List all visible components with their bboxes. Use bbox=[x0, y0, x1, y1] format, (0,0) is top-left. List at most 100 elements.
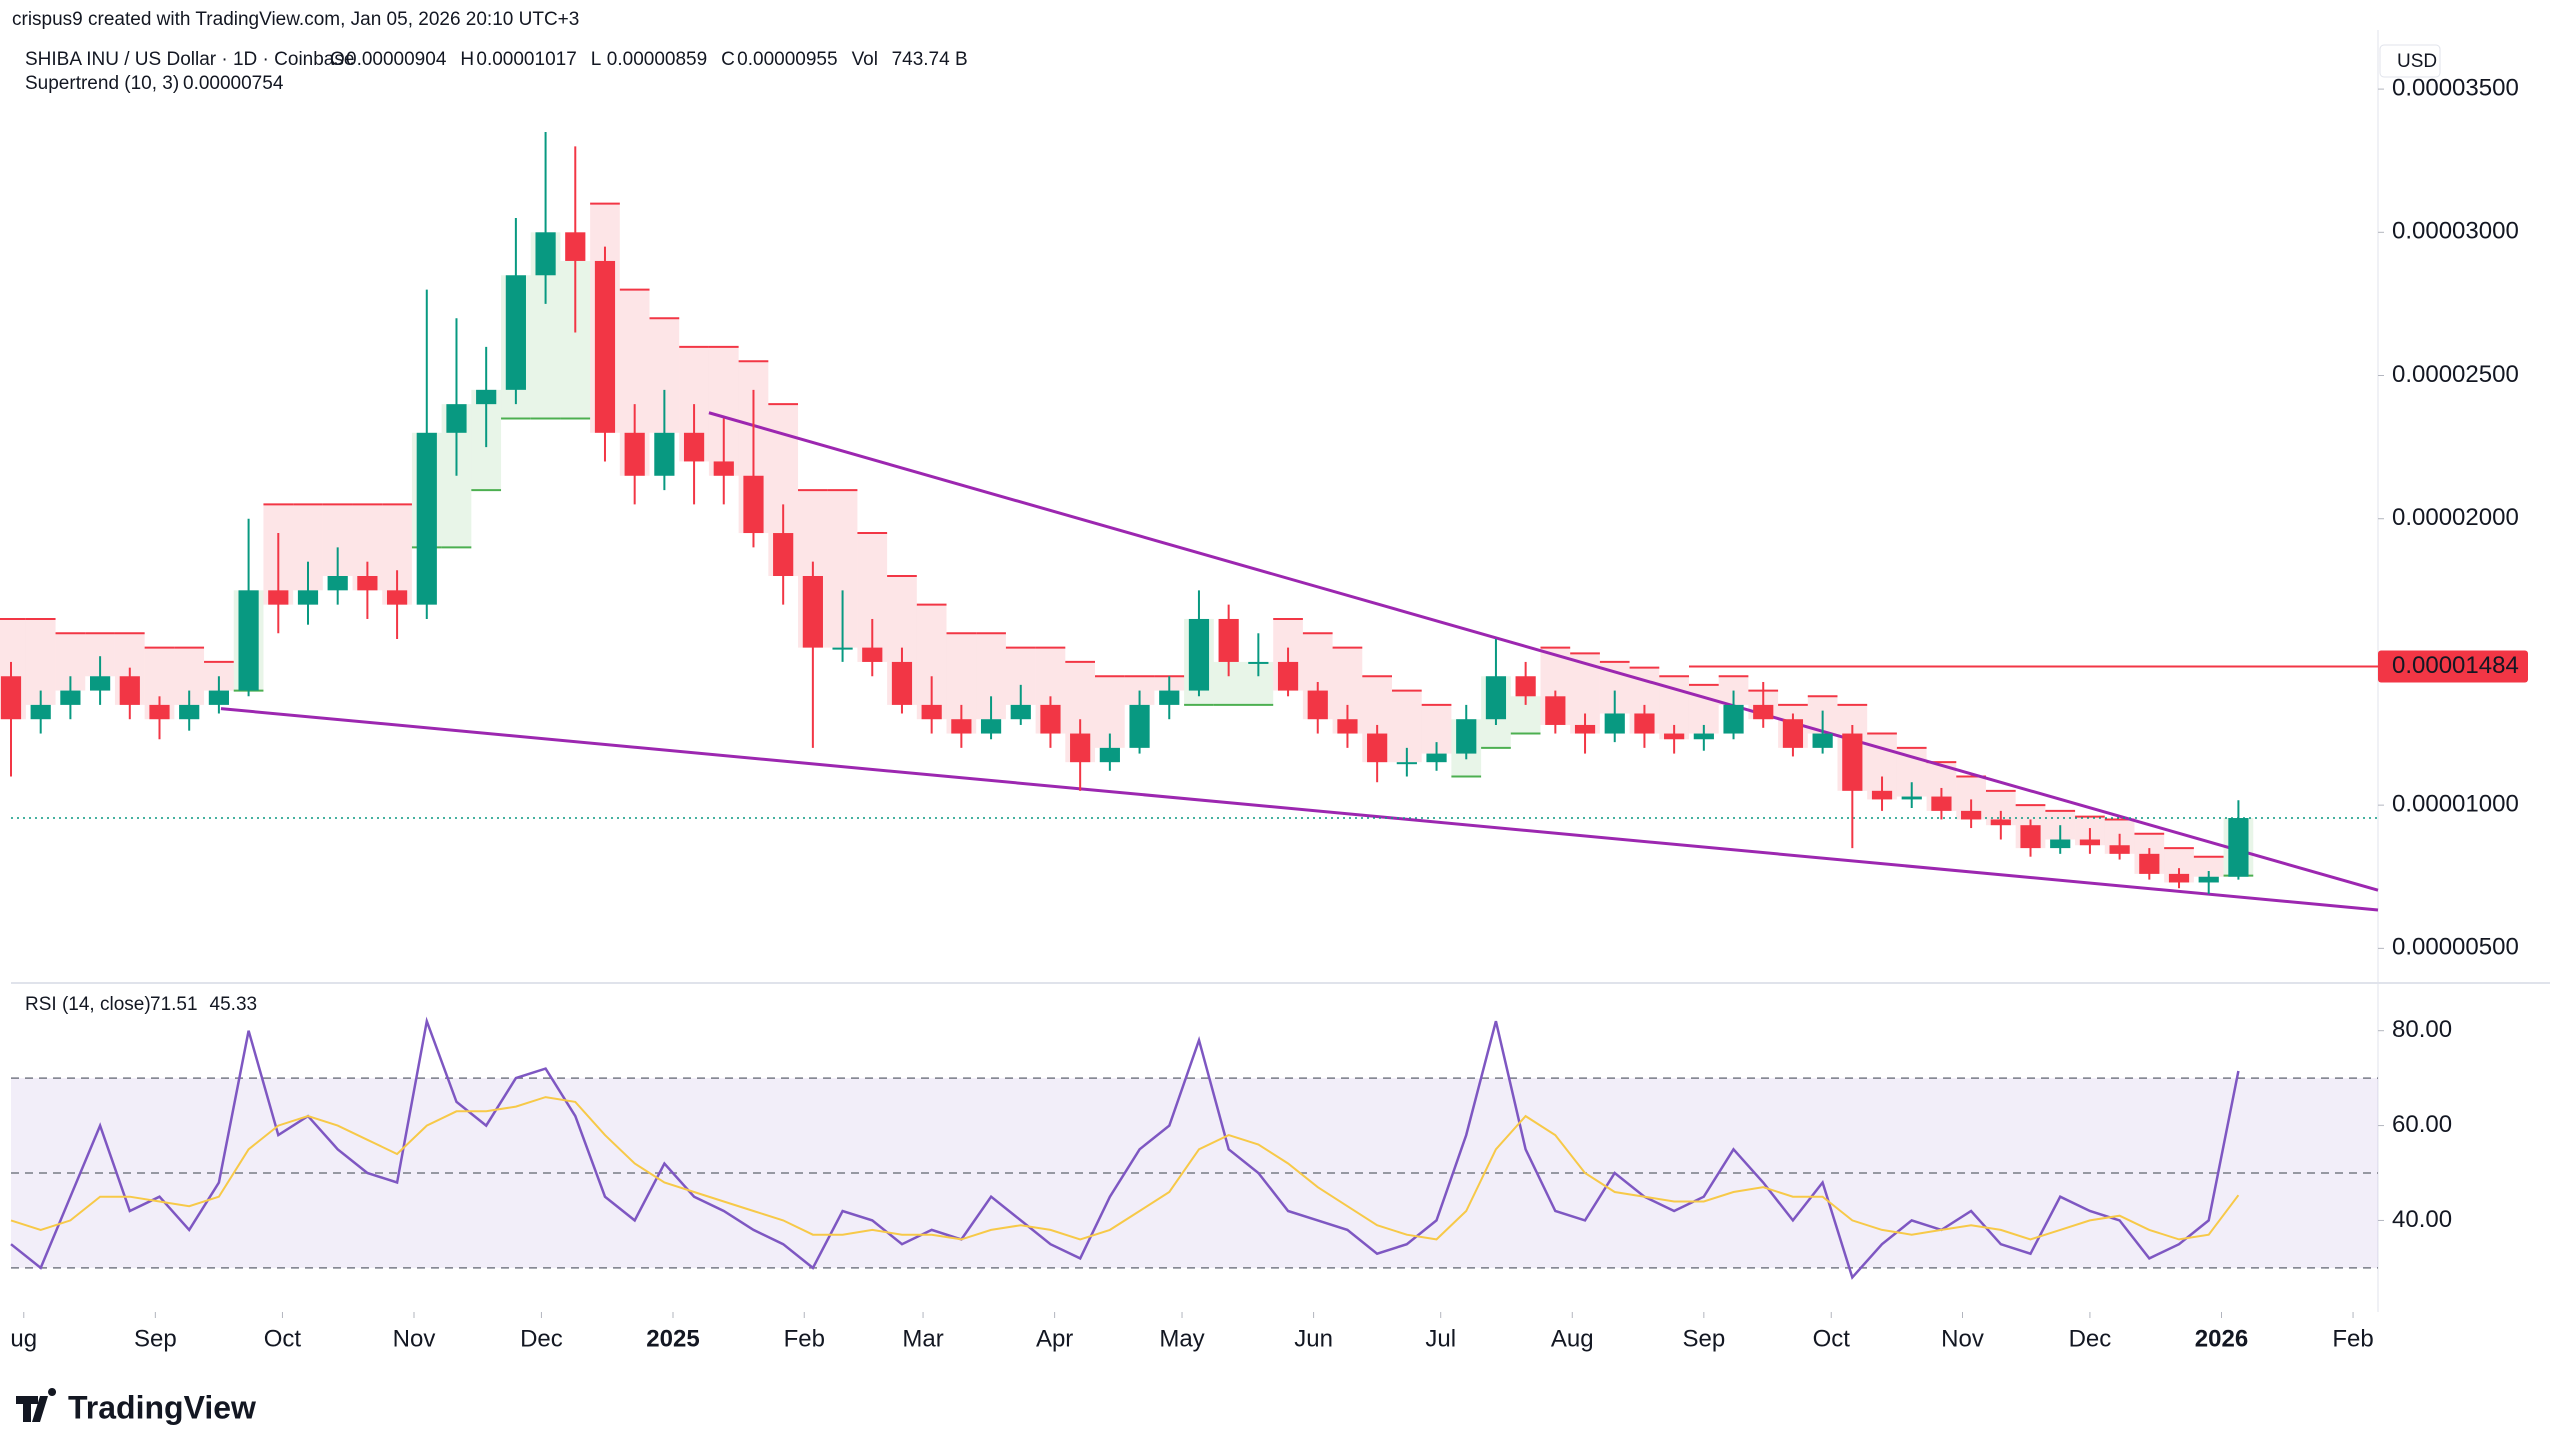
ohlc-value: 0.00000904 bbox=[346, 49, 447, 70]
candle-body bbox=[297, 590, 319, 605]
supertrend-fill bbox=[2193, 856, 2224, 877]
candle-body bbox=[2109, 845, 2130, 854]
candle-body bbox=[1159, 690, 1180, 705]
ohlc-key: H bbox=[460, 49, 474, 70]
candle-body bbox=[862, 647, 883, 662]
candle-body bbox=[1901, 796, 1922, 800]
candle-body bbox=[0, 676, 22, 720]
candle-body bbox=[268, 590, 289, 605]
candle-body bbox=[1396, 762, 1417, 765]
candle-body bbox=[1664, 733, 1685, 740]
candle-body bbox=[2079, 839, 2101, 846]
candle-body bbox=[1842, 733, 1863, 791]
currency: USD bbox=[2397, 51, 2437, 72]
candle-body bbox=[476, 389, 497, 405]
candle-body bbox=[1693, 733, 1714, 740]
x-tick-label: Feb bbox=[2332, 1325, 2373, 1352]
x-tick-label: Jul bbox=[1425, 1325, 1456, 1352]
level-label-box bbox=[2378, 650, 2528, 683]
x-tick-label: Apr bbox=[1036, 1325, 1073, 1352]
candle-body bbox=[1456, 719, 1477, 754]
candle-body bbox=[1307, 690, 1328, 720]
x-tick-label: Sep bbox=[134, 1325, 177, 1352]
candle-body bbox=[1426, 753, 1447, 763]
candle-body bbox=[1871, 790, 1893, 800]
candle-body bbox=[1337, 719, 1358, 734]
candle-body bbox=[1723, 704, 1744, 734]
candle-body bbox=[1604, 713, 1625, 734]
trendline bbox=[220, 707, 2379, 912]
candle-body bbox=[505, 275, 526, 390]
candle-body bbox=[2198, 876, 2219, 883]
candle-body bbox=[1812, 733, 1833, 748]
rsi-tick-label: 80.00 bbox=[2392, 1016, 2452, 1043]
supertrend-name: Supertrend (10, 3) bbox=[25, 73, 179, 94]
ohlc-value: 0.00000859 bbox=[607, 49, 707, 70]
candle-body bbox=[683, 432, 705, 462]
rsi-value: 71.51 bbox=[150, 994, 198, 1015]
candle-body bbox=[1990, 819, 2011, 826]
candle-body bbox=[1545, 696, 1566, 725]
candle-body bbox=[2139, 853, 2160, 874]
ohlc-key: O bbox=[330, 49, 345, 70]
y-tick-label: 0.00002500 bbox=[2392, 361, 2519, 388]
candle-body bbox=[2228, 818, 2249, 877]
ohlc-key: C bbox=[721, 49, 735, 70]
ohlc-value: 0.00001017 bbox=[476, 49, 576, 70]
y-tick-label: 0.00003500 bbox=[2392, 74, 2519, 101]
candle-body bbox=[535, 232, 556, 276]
candle-body bbox=[60, 690, 81, 705]
rsi-value: 45.33 bbox=[210, 994, 258, 1015]
y-tick-label: 0.00000500 bbox=[2392, 934, 2519, 961]
candle-body bbox=[1367, 733, 1388, 763]
rsi-line bbox=[10, 1016, 2240, 1280]
y-tick-label: 0.00003000 bbox=[2392, 218, 2519, 245]
candle-body bbox=[386, 590, 408, 605]
candle-body bbox=[2050, 839, 2071, 849]
x-tick-label: Dec bbox=[2069, 1325, 2112, 1352]
x-tick-label: Oct bbox=[264, 1325, 302, 1352]
candle-body bbox=[713, 461, 734, 476]
symbol-title: SHIBA INU / US Dollar · 1D · Coinbase bbox=[25, 49, 354, 70]
currency-box bbox=[2379, 44, 2441, 78]
candle-body bbox=[1574, 724, 1596, 734]
candle-body bbox=[624, 432, 645, 476]
candle-body bbox=[1099, 747, 1120, 763]
candle-body bbox=[446, 404, 467, 433]
rsi-name: RSI (14, close) bbox=[25, 994, 151, 1015]
x-tick-label: ug bbox=[10, 1325, 37, 1352]
candle-body bbox=[1010, 704, 1031, 720]
volume-key: Vol bbox=[852, 49, 878, 70]
candle-body bbox=[743, 475, 764, 534]
candle-body bbox=[1040, 704, 1061, 734]
candle-body bbox=[802, 576, 823, 648]
candle-body bbox=[179, 704, 200, 720]
candle-body bbox=[1515, 676, 1536, 697]
candle-body bbox=[980, 719, 1002, 734]
candle-body bbox=[1753, 704, 1774, 720]
candle-body bbox=[119, 676, 140, 705]
candle-body bbox=[565, 232, 586, 261]
rsi-tick-label: 40.00 bbox=[2392, 1206, 2452, 1233]
candle-body bbox=[1277, 661, 1299, 691]
candle-body bbox=[1485, 676, 1507, 720]
supertrend-value: 0.00000754 bbox=[183, 73, 284, 94]
author-note: crispus9 created with TradingView.com, J… bbox=[12, 9, 579, 30]
y-tick-label: 0.00002000 bbox=[2392, 504, 2519, 531]
rsi-line bbox=[10, 1096, 2240, 1241]
brand: TradingView bbox=[68, 1389, 256, 1425]
candle-body bbox=[357, 576, 378, 591]
logo: TradingView bbox=[16, 1388, 256, 1425]
candle-body bbox=[149, 704, 170, 720]
candle-body bbox=[238, 590, 259, 691]
x-tick-label: 2026 bbox=[2195, 1325, 2248, 1352]
candle-body bbox=[30, 704, 51, 720]
ohlc-value: 0.00000955 bbox=[737, 49, 837, 70]
volume-value: 743.74 B bbox=[892, 49, 968, 70]
x-tick-label: Jun bbox=[1294, 1325, 1333, 1352]
candle-body bbox=[594, 260, 616, 433]
candle-body bbox=[654, 432, 675, 476]
x-tick-label: Oct bbox=[1813, 1325, 1851, 1352]
